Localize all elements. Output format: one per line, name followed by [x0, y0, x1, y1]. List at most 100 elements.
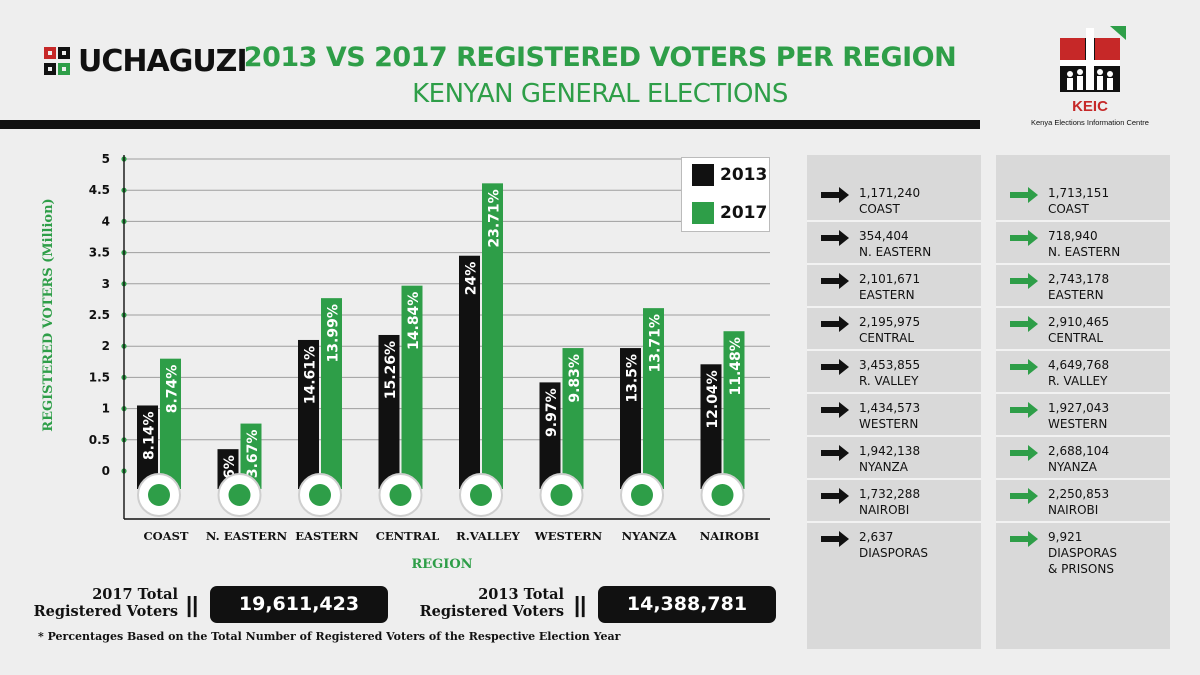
- bar-2017: [723, 331, 745, 489]
- region-entry-text: 2,910,465 CENTRAL: [1048, 314, 1109, 346]
- total-2013-label-line1: 2013 Total: [478, 586, 564, 603]
- header-divider: [0, 120, 980, 129]
- bar-2013: [700, 364, 722, 489]
- bar-2013: [539, 382, 561, 489]
- bar-2017: [160, 358, 181, 489]
- bar-chart: 0 0.5 1 1.5 2 2.5 3 3.5 4 4.5 5 REGISTERED VOTERS (…: [41, 152, 770, 572]
- y-tick-label: 0.5: [89, 433, 110, 447]
- region-value: 1,713,151: [1048, 186, 1110, 200]
- base-dot: [309, 484, 331, 506]
- base-dot: [711, 484, 734, 506]
- region-entry-text: 2,101,671 EASTERN: [859, 271, 920, 303]
- region-value: 1,434,573: [859, 401, 921, 415]
- region-value: 3,453,855: [859, 358, 921, 372]
- region-divider: [807, 435, 981, 437]
- arrow-right-icon: [821, 531, 849, 547]
- region-divider: [996, 263, 1170, 265]
- region-divider: [996, 521, 1170, 523]
- region-entry: 2,195,975 CENTRAL: [807, 314, 981, 346]
- x-tick-label: NYANZA: [622, 529, 678, 543]
- bar-data-label: 12.04%: [705, 370, 721, 428]
- arrow-right-icon: [821, 359, 849, 375]
- region-value: 2,910,465: [1048, 315, 1110, 329]
- bar-data-label: 13.71%: [648, 314, 664, 372]
- region-name: WESTERN: [1048, 417, 1108, 431]
- region-value: 9,921: [1048, 530, 1083, 544]
- legend-label-2013: 2013: [720, 165, 768, 185]
- bar-2013: [137, 405, 158, 489]
- chart-legend: 2013 2017: [681, 157, 770, 232]
- region-value: 2,195,975: [859, 315, 921, 329]
- region-divider: [807, 478, 981, 480]
- x-tick-label: R.VALLEY: [456, 529, 520, 543]
- arrow-right-icon: [1010, 531, 1038, 547]
- region-name: NYANZA: [859, 460, 908, 474]
- total-2013-separator: ||: [574, 592, 587, 617]
- region-value: 2,101,671: [859, 272, 921, 286]
- uchaguzi-logo-text: UCHAGUZI: [78, 44, 248, 79]
- bar-data-label: 8.14%: [142, 411, 158, 460]
- footnote: * Percentages Based on the Total Number …: [38, 630, 621, 643]
- region-entry: 1,732,288 NAIROBI: [807, 486, 981, 518]
- bar-data-label: 14.61%: [303, 346, 319, 404]
- bar-2017: [240, 423, 262, 489]
- arrow-right-icon: [821, 445, 849, 461]
- region-divider: [996, 306, 1170, 308]
- region-entry: 1,942,138 NYANZA: [807, 443, 981, 475]
- bar-2017: [562, 348, 584, 489]
- region-entry-text: 2,195,975 CENTRAL: [859, 314, 920, 346]
- bar-2017: [482, 183, 503, 489]
- region-entry-text: 2,637 DIASPORAS: [859, 529, 928, 561]
- total-2017-label-line2: Registered Voters: [33, 603, 178, 620]
- region-entry-text: 9,921 DIASPORAS & PRISONS: [1048, 529, 1117, 577]
- bar-data-label: 15.26%: [383, 341, 399, 399]
- legend-swatch-2017: [692, 202, 714, 224]
- total-2017-separator: ||: [186, 592, 199, 617]
- total-2013-label-line2: Registered Voters: [419, 603, 564, 620]
- region-entry-text: 1,713,151 COAST: [1048, 185, 1109, 217]
- legend-item-2017: 2017: [692, 202, 767, 224]
- total-2013-label: 2013 Total Registered Voters: [412, 586, 564, 620]
- y-tick-label: 1.5: [89, 370, 110, 384]
- region-entry-text: 1,942,138 NYANZA: [859, 443, 920, 475]
- region-entry: 718,940 N. EASTERN: [996, 228, 1170, 260]
- x-axis-label: REGION: [411, 557, 472, 572]
- region-entry-text: 3,453,855 R. VALLEY: [859, 357, 920, 389]
- bar-data-label: 11.48%: [728, 337, 744, 395]
- total-2017-value: 19,611,423: [210, 586, 388, 623]
- region-value: 1,732,288: [859, 487, 921, 501]
- region-name-line2: & PRISONS: [1048, 562, 1114, 576]
- x-tick-label: N. EASTERN: [206, 529, 288, 543]
- region-entry: 2,743,178 EASTERN: [996, 271, 1170, 303]
- region-entry-text: 718,940 N. EASTERN: [1048, 228, 1120, 260]
- bar-2013: [620, 348, 641, 489]
- bar-data-label: 13.5%: [625, 354, 641, 403]
- region-entry: 354,404 N. EASTERN: [807, 228, 981, 260]
- region-entry-text: 2,688,104 NYANZA: [1048, 443, 1109, 475]
- region-entry: 1,713,151 COAST: [996, 185, 1170, 217]
- x-tick-label: NAIROBI: [700, 529, 760, 543]
- bar-data-label: 3.67%: [245, 430, 261, 479]
- uchaguzi-logo-icon: [44, 45, 74, 79]
- region-divider: [807, 521, 981, 523]
- legend-label-2017: 2017: [720, 203, 768, 223]
- region-entry: 9,921 DIASPORAS & PRISONS: [996, 529, 1170, 577]
- arrow-right-icon: [1010, 359, 1038, 375]
- arrow-right-icon: [821, 230, 849, 246]
- region-entry-text: 354,404 N. EASTERN: [859, 228, 931, 260]
- y-tick-label: 2.5: [89, 308, 110, 322]
- page-subtitle: KENYAN GENERAL ELECTIONS: [412, 79, 788, 109]
- region-value: 1,942,138: [859, 444, 921, 458]
- region-entry-text: 1,927,043 WESTERN: [1048, 400, 1109, 432]
- region-divider: [996, 349, 1170, 351]
- base-dot: [389, 484, 412, 506]
- region-name: COAST: [859, 202, 900, 216]
- regions-2013-panel: 1,171,240 COAST 354,404 N. EASTERN 2,101,671…: [807, 155, 981, 649]
- keic-full-name: Kenya Elections Information Centre: [1031, 118, 1149, 127]
- arrow-right-icon: [821, 316, 849, 332]
- bar-data-label: 13.99%: [326, 304, 342, 362]
- y-axis-label: REGISTERED VOTERS (Million): [41, 198, 56, 431]
- region-entry: 2,688,104 NYANZA: [996, 443, 1170, 475]
- region-name: COAST: [1048, 202, 1089, 216]
- region-entry: 2,637 DIASPORAS: [807, 529, 981, 561]
